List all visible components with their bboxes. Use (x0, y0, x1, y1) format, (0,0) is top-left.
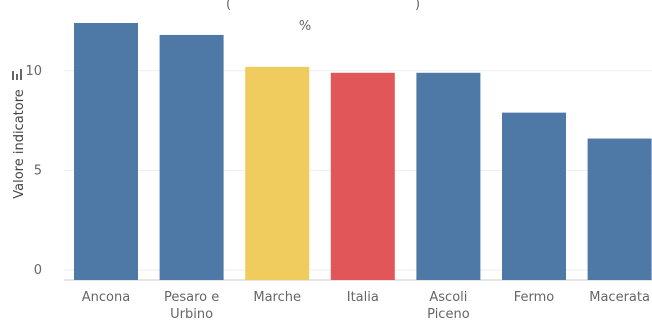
x-tick-label: Italia (347, 290, 379, 305)
bar[interactable] (245, 66, 310, 281)
y-ticks: 0 5 10 (25, 64, 42, 278)
x-tick-label: Ascoli Piceno (427, 290, 470, 322)
x-tick-label: Marche (253, 290, 301, 305)
title-paren-left: ( (226, 0, 231, 12)
x-tick-label: Pesaro e Urbino (164, 290, 219, 322)
y-axis-title: Valore indicatore (12, 89, 27, 199)
x-tick-labels: Ancona Pesaro e Urbino Marche Italia Ascoli Pi… (82, 290, 650, 322)
bar[interactable] (330, 72, 395, 280)
bar[interactable] (502, 112, 566, 280)
bar[interactable] (416, 72, 481, 280)
bars (74, 22, 652, 281)
y-tick-label: 10 (25, 64, 42, 79)
bar[interactable] (587, 138, 652, 280)
x-tick-label: Macerata (589, 290, 650, 305)
y-tick-label: 5 (34, 163, 42, 178)
x-tick-label: Fermo (514, 290, 555, 305)
x-tick-label: Ancona (82, 290, 130, 305)
unit-label: % (299, 19, 311, 34)
y-tick-label: 0 (34, 263, 42, 278)
bar-chart-icon[interactable] (12, 69, 22, 80)
bar[interactable] (159, 34, 224, 281)
bar[interactable] (74, 22, 138, 281)
title-paren-right: ) (415, 0, 420, 12)
